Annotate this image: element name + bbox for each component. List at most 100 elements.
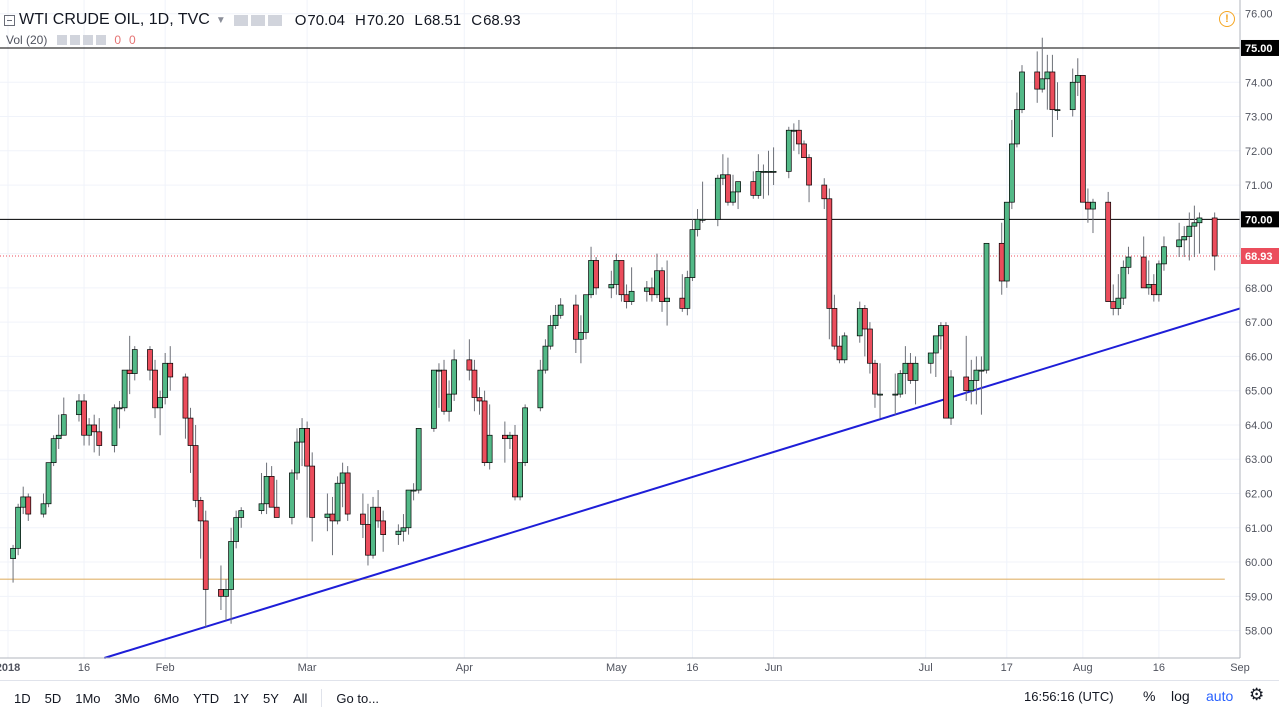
candle-body (790, 129, 797, 132)
timeframe-6mo[interactable]: 6Mo (153, 690, 180, 706)
candle (365, 503, 371, 566)
auto-scale-button[interactable]: auto (1206, 688, 1234, 704)
candle-body (1039, 78, 1046, 90)
candle (664, 260, 670, 326)
candle-body (324, 513, 331, 518)
goto-button[interactable]: Go to... (336, 690, 380, 706)
y-tick-label: 62.00 (1245, 489, 1273, 501)
price-label-bg (1241, 39, 1279, 56)
close-icon[interactable] (83, 35, 94, 45)
close-icon[interactable] (267, 14, 282, 26)
candle-body (50, 438, 57, 464)
candle-body (613, 260, 620, 285)
candle (1115, 274, 1122, 316)
candle (613, 253, 620, 295)
candle (806, 154, 812, 203)
candle-body (1009, 143, 1015, 203)
eye-icon[interactable] (233, 14, 248, 26)
close-value: 68.93 (483, 11, 521, 29)
candle-body (410, 489, 417, 492)
candle-body (659, 270, 665, 302)
timeframe-all[interactable]: All (292, 690, 308, 706)
candle (15, 503, 21, 556)
symbol-title[interactable]: WTI CRUDE OIL, 1D, TVC (19, 11, 210, 28)
candle (537, 359, 544, 412)
candle (608, 270, 615, 299)
candle-body (10, 547, 16, 559)
candle (1161, 236, 1167, 271)
candle (309, 452, 316, 542)
candle (334, 476, 341, 525)
candle (126, 335, 133, 395)
timeframe-5y[interactable]: 5Y (263, 690, 279, 706)
candle (131, 346, 138, 381)
candle-body (872, 362, 878, 395)
candle (927, 352, 934, 374)
price-label-bg (1241, 248, 1279, 265)
clock[interactable]: 16:56:16 (UTC) (1024, 689, 1114, 704)
more-icon[interactable] (96, 35, 107, 45)
candle-body (537, 369, 544, 409)
candle-body (770, 171, 777, 173)
candle-body (299, 428, 305, 443)
gear-icon[interactable]: ⚙ (1249, 685, 1265, 704)
timeframe-1d[interactable]: 1D (14, 690, 31, 706)
log-scale-button[interactable]: log (1171, 688, 1190, 704)
candle-body (431, 369, 437, 429)
candle-body (375, 506, 381, 522)
timeframe-1y[interactable]: 1Y (233, 690, 250, 706)
candle-body (628, 290, 635, 302)
candle (223, 579, 229, 621)
candle (1034, 51, 1041, 103)
candle-body (507, 434, 513, 440)
candle (790, 123, 797, 151)
timeframe-1mo[interactable]: 1Mo (75, 690, 101, 706)
candle (821, 178, 828, 210)
alert-icon[interactable]: ! (1219, 11, 1235, 27)
candle (552, 305, 559, 329)
candle (689, 219, 696, 282)
timeframe-3mo[interactable]: 3Mo (114, 690, 140, 706)
candle-body (147, 349, 153, 371)
collapse-icon[interactable] (4, 14, 15, 26)
price-chart[interactable]: 58.00 59.00 60.00 61.00 62.00 63.00 64.00 65.00… (0, 0, 1279, 680)
timeframe-ytd[interactable]: YTD (193, 690, 220, 706)
volume-legend: Vol (20) 0 0 (6, 33, 136, 47)
candle-body (1014, 109, 1020, 145)
y-tick-label: 64.00 (1245, 420, 1273, 432)
candle-body (512, 434, 518, 498)
candle-body (552, 314, 559, 326)
candle-body (45, 462, 52, 505)
chevron-down-icon[interactable]: ▼ (215, 14, 226, 26)
percent-scale-button[interactable]: % (1143, 688, 1156, 704)
candle (1156, 260, 1162, 302)
candle-body (263, 476, 270, 505)
gear-icon[interactable] (250, 14, 265, 26)
candle-body (162, 362, 169, 398)
candle (40, 493, 47, 518)
candle-body (725, 174, 731, 203)
candle-body (238, 510, 245, 518)
y-tick-label: 73.00 (1245, 112, 1273, 124)
candle-body (471, 369, 478, 398)
candle (1191, 205, 1198, 258)
volume-label[interactable]: Vol (20) (6, 33, 48, 47)
candle-body (1110, 301, 1117, 309)
candle (441, 359, 447, 415)
candle (730, 174, 736, 206)
x-tick-label: Sep (1230, 662, 1250, 674)
candle-body (983, 242, 990, 371)
candle (801, 140, 807, 158)
candle (157, 390, 163, 436)
candle-body (841, 335, 848, 361)
eye-icon[interactable] (57, 35, 68, 45)
candle (750, 171, 757, 199)
gear-icon[interactable] (70, 35, 81, 45)
candle-body (557, 304, 564, 316)
timeframe-5d[interactable]: 5D (44, 690, 62, 706)
candle-body (25, 496, 32, 515)
low-key: L (414, 11, 423, 29)
candles (10, 37, 1218, 628)
candle-body (441, 369, 447, 412)
